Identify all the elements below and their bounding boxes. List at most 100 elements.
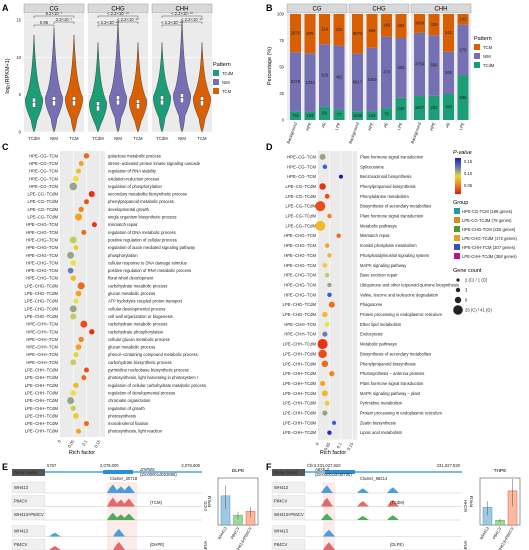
panel-c-dot (78, 336, 84, 343)
bar-xtick-label: WH413 (217, 525, 229, 540)
panel-c-dot (70, 260, 76, 266)
panel-b-facet-cg: CG 761 5378 2870 Background 183 1333 879 HPE 69 32… (286, 3, 348, 144)
panel-c-term-label: regulation of growth (108, 406, 145, 411)
panel-b-segment-count: 149 (383, 23, 391, 28)
panel-d-count-legend-title: Gene count (453, 268, 482, 274)
panel-d-letter: D (266, 142, 273, 152)
panel-d-colorbar-label: 0.10 (464, 171, 473, 176)
panel-b-ytick-label: 0 (282, 118, 285, 123)
panel-a-violin (129, 42, 147, 133)
panel-b-segment-count: 8817 (353, 80, 363, 85)
panel-b-segment-count: 4754 (415, 62, 425, 67)
panel-b-segment-count: 265 (445, 70, 453, 75)
panel-c-group-label: LPE−CHH−TCdM (25, 375, 59, 380)
browser-gene-name: ABI3L3 (314, 467, 329, 472)
panel-c-group-label: HPE−CHG−TCM (26, 230, 58, 235)
browser-coord-left: Chr3 231,027,820 (307, 463, 341, 468)
panel-d-dot (322, 410, 328, 416)
panel-b-xtick-label: AE (320, 121, 327, 128)
panel-a-bracket-label: < 2.2×10⁻¹⁶ (107, 11, 129, 16)
panel-b-bar-segment (290, 14, 301, 53)
browser-track-label-box (271, 538, 306, 550)
panel-c-term-label: developmental growth (108, 207, 150, 212)
panel-a-xtick-label: NIM (114, 136, 122, 141)
panel-a-ytick-label: 5 (19, 92, 22, 97)
browser-gene-model-label: Gene model (274, 470, 297, 475)
browser-side-top: mCG (203, 501, 208, 511)
panel-c-term-label: carbohydrate biosynthetic process (108, 360, 172, 365)
panel-a-legend: Pattern TCdM NIM TCM (213, 62, 234, 94)
panel-a-boxplot (52, 96, 56, 106)
browser-track-signal (305, 529, 462, 537)
browser-track-label: WH413 (14, 529, 29, 534)
browser-track-label: P84CV (14, 499, 27, 504)
panel-a-facets: CG TCdM NIM TCM 8.2×10⁻⁷ 0.96 3.3×10⁻⁷ CHG TCdM N… (23, 3, 213, 141)
browser-track-signal (305, 542, 462, 550)
panel-d-term-label: MAPK signaling pathway − plant (360, 391, 421, 396)
panel-c-group-label: LPE−CHH−TCdM (25, 413, 59, 418)
panel-c-dot (75, 344, 82, 350)
panel-d-xtick-label: 0.15 (346, 441, 355, 451)
panel-c-group-label: LPE−CG−TCdM (28, 192, 59, 197)
panel-a-boxplot (200, 96, 204, 106)
panel-c-term-label: phosphorylation (108, 253, 138, 258)
panel-a-violin (89, 42, 107, 133)
panel-b-ylabel: Percentage (%) (267, 47, 273, 85)
panel-b-segment-count: 566 (369, 28, 377, 33)
browser-side-top: mCHH (463, 500, 468, 513)
panel-c-dot (73, 382, 79, 389)
panel-b-facet-label: CG (313, 7, 322, 13)
panel-b-bar-segment (366, 47, 378, 112)
browser-track-label-box (11, 508, 46, 521)
panel-c-term-label: carbohydrate metabolic process (108, 283, 167, 288)
browser-track-label: WH413 (274, 529, 289, 534)
panel-d-group-swatch (454, 253, 460, 259)
panel-b-letter: B (266, 3, 273, 13)
panel-c-dot (69, 236, 77, 244)
panel-d-dot (322, 262, 328, 268)
panel-a-bracket (97, 15, 139, 18)
panel-d-term-label: Plant hormone signal transduction (360, 154, 424, 159)
panel-a-boxplot (32, 97, 36, 108)
panel-b-bar-segment (414, 96, 425, 120)
panel-c-dot (80, 320, 88, 328)
panel-b-segment-count: 429 (431, 22, 439, 27)
panel-d-plot-bg (318, 151, 357, 440)
panel-b-bar-segment (414, 32, 425, 97)
panel-b-segment-count: 163 (445, 104, 453, 109)
panel-b-segment-count: 5378 (291, 79, 301, 84)
panel-d-term-label: Protein processing in endoplasmic reticu… (360, 312, 442, 317)
panel-b-segment-count: 241 (445, 30, 453, 35)
panel-a-bracket (33, 24, 55, 27)
panel-c-group-label: LPE−CHG−TCdM (24, 314, 58, 319)
panel-d-group-label: HPE−CHH−TCM (284, 322, 316, 327)
browser-annot-bottom: (DHPE) (150, 542, 165, 547)
panel-c-dot (70, 405, 76, 411)
panel-a-yticks: 0 5 10 15 (16, 18, 21, 135)
browser-gene-model-box (12, 469, 45, 476)
panel-d-group-label: HPE−CG−TCM (287, 154, 316, 159)
panel-c-letter: C (2, 142, 9, 152)
panel-d-dot (327, 253, 332, 258)
panel-b-legend-label: NIM (483, 54, 491, 59)
panel-b-legend-swatch (474, 44, 480, 50)
panel-d-count-label: 9 (465, 298, 468, 303)
browser-gene-model-box (272, 469, 305, 476)
panel-c-dot (81, 375, 87, 381)
panel-c-term-label: cellular glucan metabolic process (108, 337, 170, 342)
panel-d-group-label: LPE−CHH−TCdM (283, 361, 317, 366)
panel-d-term-label: Endocytosis (360, 332, 383, 337)
panel-d-dot (327, 213, 332, 219)
browser-track-label: WH413×P84CV (14, 512, 44, 517)
panel-d-term-label: Biosynthesis of secondary metabolites (360, 204, 431, 209)
panel-b-bar-segment (333, 109, 345, 120)
panel-c-group-label: LPE−CG−TCdM (28, 207, 59, 212)
panel-d-group-swatch (454, 217, 460, 223)
panel-c-term-label: stress−activated protein kinase signalin… (108, 161, 201, 166)
panel-d-group-label: LPE-CHH-TCdM (358 genes) (462, 254, 517, 259)
panel-d-count-dot (456, 278, 460, 282)
panel-c-group-label: LPE−CHH−TCdM (25, 383, 59, 388)
panel-c-term-label: floral whorl development (108, 276, 154, 281)
